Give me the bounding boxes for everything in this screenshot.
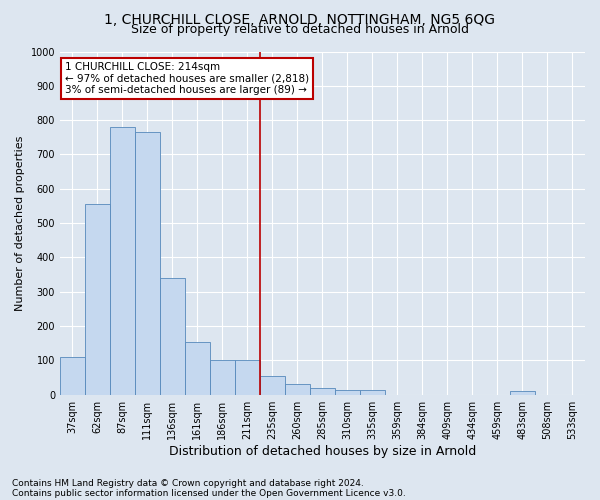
Y-axis label: Number of detached properties: Number of detached properties <box>15 136 25 311</box>
Bar <box>110 127 135 394</box>
Bar <box>135 132 160 394</box>
Text: 1, CHURCHILL CLOSE, ARNOLD, NOTTINGHAM, NG5 6QG: 1, CHURCHILL CLOSE, ARNOLD, NOTTINGHAM, … <box>104 12 496 26</box>
Text: Contains public sector information licensed under the Open Government Licence v3: Contains public sector information licen… <box>12 488 406 498</box>
Bar <box>235 360 260 394</box>
Bar <box>360 390 385 394</box>
Bar <box>185 342 210 394</box>
Bar <box>285 384 310 394</box>
Bar <box>160 278 185 394</box>
Bar <box>310 388 335 394</box>
Bar <box>260 376 285 394</box>
X-axis label: Distribution of detached houses by size in Arnold: Distribution of detached houses by size … <box>169 444 476 458</box>
Bar <box>210 360 235 394</box>
Bar <box>335 390 360 394</box>
Bar <box>510 392 535 394</box>
Text: Contains HM Land Registry data © Crown copyright and database right 2024.: Contains HM Land Registry data © Crown c… <box>12 478 364 488</box>
Bar <box>60 357 85 395</box>
Text: Size of property relative to detached houses in Arnold: Size of property relative to detached ho… <box>131 22 469 36</box>
Bar <box>85 204 110 394</box>
Text: 1 CHURCHILL CLOSE: 214sqm
← 97% of detached houses are smaller (2,818)
3% of sem: 1 CHURCHILL CLOSE: 214sqm ← 97% of detac… <box>65 62 309 95</box>
